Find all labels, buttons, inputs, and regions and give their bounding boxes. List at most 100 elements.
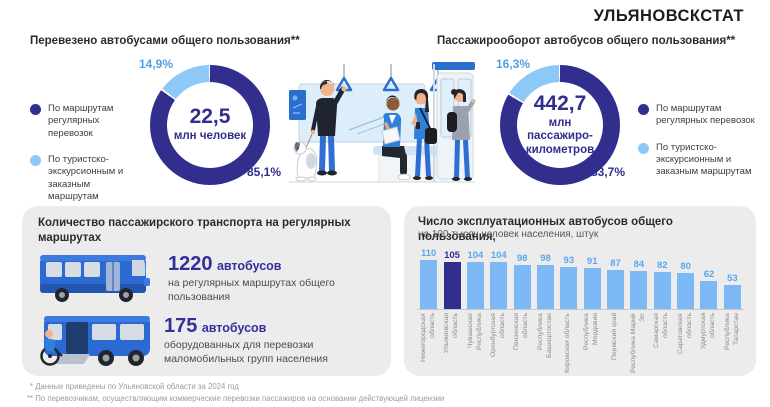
legend-dot-dark-icon bbox=[30, 104, 41, 115]
turnover-chart-title: Пассажирооборот автобусов общего пользов… bbox=[437, 35, 736, 47]
bar-category-label: Республика Мордовия bbox=[583, 313, 600, 350]
bar-chart-title: Число эксплуатационных автобусов общего … bbox=[418, 216, 673, 243]
legend-label: По маршрутам регулярных перевозок bbox=[656, 103, 755, 127]
bar bbox=[583, 268, 601, 309]
bar bbox=[677, 273, 695, 309]
passengers-value: 22,5 bbox=[189, 105, 231, 129]
bar bbox=[466, 262, 484, 309]
bar-value-label: 110 bbox=[421, 247, 437, 259]
fleet-panel: Количество пассажирского транспорта на р… bbox=[22, 206, 391, 376]
bar-chart-panel: Число эксплуатационных автобусов общего … bbox=[404, 206, 756, 376]
bar-value-label: 104 bbox=[467, 250, 484, 262]
fleet-row-accessible: 175 автобусов оборудованных для перевозк… bbox=[32, 312, 379, 368]
fleet-unit: автобусов bbox=[201, 321, 267, 335]
fleet-text-regular: 1220 автобусов на регулярных маршрутах о… bbox=[168, 250, 383, 304]
bar-value-label: 91 bbox=[586, 256, 598, 267]
bar-category-label: Чувашская Республика bbox=[466, 313, 483, 350]
bar-value-label: 62 bbox=[703, 269, 715, 281]
bar-column: 105 bbox=[440, 250, 463, 309]
regions-bar-chart: 110 105 104 104 98 98 93 91 87 84 82 80 62 53 Нижегор… bbox=[417, 247, 744, 373]
accessible-bus-icon bbox=[40, 316, 150, 366]
turnover-legend: По маршрутам регулярных перевозок По тур… bbox=[638, 103, 766, 179]
bar-value-label: 80 bbox=[680, 261, 691, 272]
sitting-person-figure bbox=[381, 95, 411, 181]
fleet-text-accessible: 175 автобусов оборудованных для перевозк… bbox=[164, 312, 379, 366]
footnote-1: * Данные приведены по Ульяновской област… bbox=[30, 382, 239, 391]
legend-item-tourist: По туристско-экскурсионным и заказным ма… bbox=[30, 154, 142, 203]
bar-value-label: 53 bbox=[727, 273, 738, 285]
legend-item-tourist: По туристско-экскурсионным и заказным ма… bbox=[638, 142, 766, 179]
turnover-main-pct: 83,7% bbox=[591, 165, 626, 179]
legend-dot-dark-icon bbox=[638, 104, 649, 115]
bar-value-label: 98 bbox=[516, 252, 528, 264]
bar-value-label: 82 bbox=[656, 260, 668, 272]
bar-column: 82 bbox=[651, 260, 674, 309]
poster-icon bbox=[289, 90, 306, 120]
bar-chart-bars: 110 105 104 104 98 98 93 91 87 84 82 80 62 53 bbox=[417, 247, 744, 310]
bar bbox=[490, 262, 508, 309]
dog-figure bbox=[293, 141, 318, 182]
bar bbox=[443, 261, 461, 309]
bar-category-label: Оренбургская область bbox=[489, 313, 506, 357]
legend-label: По туристско-экскурсионным и заказным ма… bbox=[48, 154, 124, 203]
footnote-2: ** По перевозчикам, осуществляющим комме… bbox=[27, 394, 445, 404]
bus-icon bbox=[40, 255, 150, 302]
bar-category-label: Нижегородская область bbox=[419, 313, 436, 362]
bar-category-label: Республика Башкортостан bbox=[536, 313, 553, 358]
bar-column: 98 bbox=[534, 253, 557, 309]
fleet-caption: оборудованных для перевозки маломобильны… bbox=[164, 339, 328, 365]
bar-category-label: Самарская область bbox=[653, 313, 670, 348]
bar-column: 104 bbox=[464, 250, 487, 309]
bar-value-label: 93 bbox=[563, 255, 575, 267]
passengers-main-pct: 85,1% bbox=[247, 165, 282, 179]
bar-category-label: Ульяновская область bbox=[443, 313, 460, 354]
turnover-donut-center: 442,7 млн пассажиро-километров bbox=[517, 82, 603, 168]
bar-column: 80 bbox=[674, 261, 697, 309]
fleet-panel-title: Количество пассажирского транспорта на р… bbox=[38, 217, 351, 244]
legend-label: По туристско-экскурсионным и заказным ма… bbox=[656, 141, 752, 178]
bar-column: 87 bbox=[604, 258, 627, 309]
bar-column: 93 bbox=[557, 255, 580, 309]
bar-category-label: Пензенская область bbox=[513, 313, 530, 350]
legend-dot-light-icon bbox=[638, 142, 649, 154]
brand-title: УЛЬЯНОВСКСТАТ bbox=[593, 7, 744, 25]
bar bbox=[420, 259, 438, 309]
bar-value-label: 104 bbox=[490, 250, 507, 262]
bar-category-label: Республика Марий Эл bbox=[630, 313, 646, 373]
bar-value-label: 105 bbox=[444, 249, 460, 261]
fleet-unit: автобусов bbox=[216, 259, 282, 273]
legend-item-regular: По маршрутам регулярных перевозок bbox=[30, 103, 142, 140]
bar-category-label: Пермский край bbox=[611, 313, 619, 361]
passengers-donut-center: 22,5 млн человек bbox=[167, 82, 253, 168]
bar-value-label: 84 bbox=[633, 259, 645, 271]
bar-chart-categories: Нижегородская область Ульяновская область… bbox=[417, 310, 744, 373]
bar-value-label: 87 bbox=[610, 257, 621, 269]
bar bbox=[536, 264, 554, 309]
bar-column: 53 bbox=[721, 273, 744, 309]
bar-column: 84 bbox=[627, 259, 650, 309]
bar-category-label: Удмуртская область bbox=[700, 313, 716, 350]
bar-column: 110 bbox=[417, 247, 440, 309]
standing-woman-figure bbox=[411, 89, 437, 180]
bar bbox=[653, 272, 671, 309]
fleet-caption: на регулярных маршрутах общего пользован… bbox=[168, 277, 335, 303]
passengers-unit: млн человек bbox=[173, 130, 247, 143]
bar bbox=[607, 269, 625, 309]
passengers-secondary-pct: 14,9% bbox=[139, 57, 174, 71]
turnover-unit: млн пассажиро-километров bbox=[525, 117, 595, 156]
passengers-donut-chart: 22,5 млн человек bbox=[150, 65, 270, 185]
bar-category-label: Республика Татарстан bbox=[723, 313, 740, 350]
bar bbox=[700, 281, 718, 309]
bar bbox=[723, 285, 741, 309]
turnover-donut-chart: 442,7 млн пассажиро-километров bbox=[500, 65, 620, 185]
fleet-count: 1220 bbox=[168, 253, 213, 275]
bar-category-label: Саратовская область bbox=[676, 313, 693, 354]
bus-passengers-illustration bbox=[287, 58, 477, 190]
bar bbox=[513, 264, 531, 309]
bar-category-label: Кировская область bbox=[564, 313, 572, 373]
fleet-count: 175 bbox=[164, 315, 198, 337]
bar-column: 104 bbox=[487, 250, 510, 309]
bar-chart-subtitle: на 100 тысяч человек населения, штук bbox=[418, 229, 599, 240]
bar-column: 91 bbox=[581, 256, 604, 309]
